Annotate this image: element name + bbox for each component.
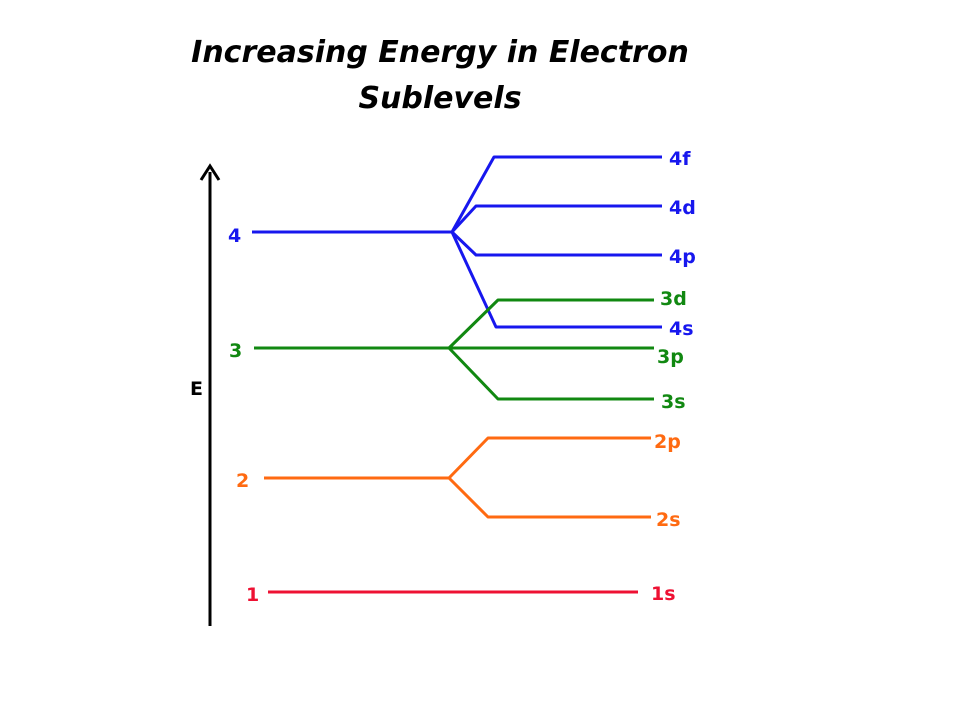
sublevel-4p-label: 4p	[669, 246, 696, 268]
level-3-group: 3 3d 3p 3s	[229, 288, 687, 413]
title-line-2: Sublevels	[358, 81, 522, 116]
sublevel-3d-line	[447, 298, 654, 350]
sublevel-2s-line	[447, 476, 651, 519]
energy-axis: E	[190, 163, 221, 626]
level-1-label: 1	[246, 584, 259, 606]
sublevel-4f-label: 4f	[669, 148, 691, 170]
sublevel-3d-label: 3d	[660, 288, 687, 310]
sublevel-4d-label: 4d	[669, 197, 696, 219]
sublevel-3p-label: 3p	[657, 346, 684, 368]
sublevel-3s-line	[447, 346, 654, 401]
sublevel-2p-line	[447, 436, 651, 480]
title-line-1: Increasing Energy in Electron	[191, 35, 689, 70]
sublevel-2p-label: 2p	[654, 431, 681, 453]
level-3-label: 3	[229, 340, 242, 362]
level-4-group: 4 4f 4d 4p 4s	[228, 148, 696, 340]
sublevel-4p-line	[450, 230, 662, 257]
energy-axis-arrowhead	[199, 163, 221, 181]
sublevel-3s-label: 3s	[661, 391, 686, 413]
energy-axis-label: E	[190, 378, 203, 400]
sublevel-4f-line	[450, 155, 662, 233]
sublevel-4d-line	[450, 204, 662, 234]
level-4-label: 4	[228, 225, 241, 247]
level-1-group: 1 1s	[246, 583, 676, 606]
level-2-label: 2	[236, 470, 249, 492]
diagram-title: Increasing Energy in Electron Sublevels	[0, 30, 880, 122]
level-2-group: 2 2p 2s	[236, 431, 681, 531]
sublevel-2s-label: 2s	[656, 509, 681, 531]
sublevel-4s-line	[450, 231, 662, 329]
sublevel-4s-label: 4s	[669, 318, 694, 340]
sublevel-1s-label: 1s	[651, 583, 676, 605]
